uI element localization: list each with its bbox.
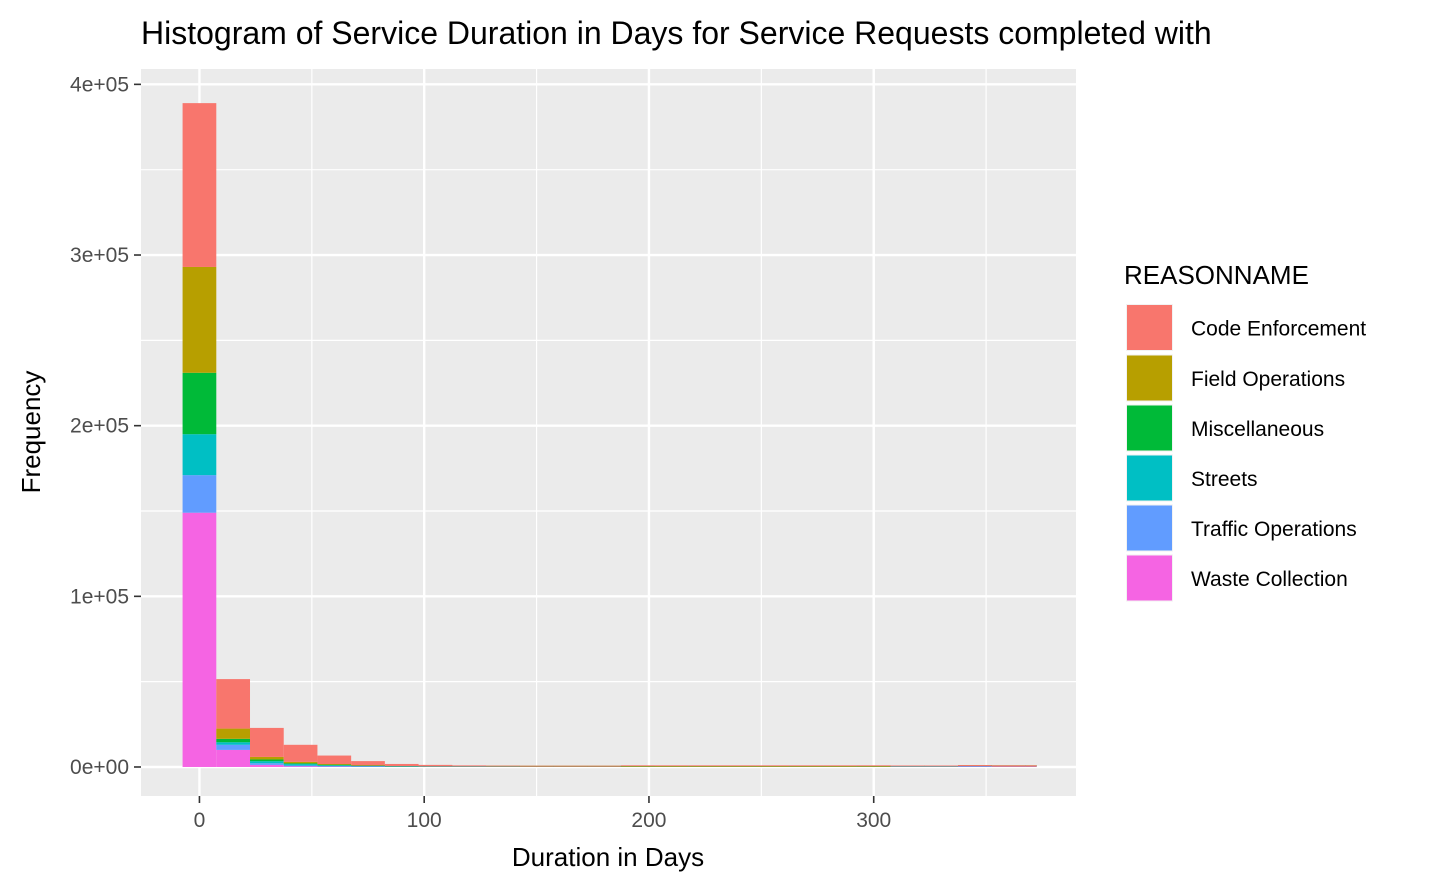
legend-label-traffic-operations: Traffic Operations [1191,518,1357,541]
legend-key-streets [1127,455,1172,501]
legend-label-streets: Streets [1191,468,1258,491]
bar-field-operations-bin-3 [283,761,318,764]
bar-field-operations-bin-14 [654,765,689,767]
bar-streets-bin-1 [216,742,251,745]
bar-traffic-operations-bin-4 [317,765,352,767]
bar-code-enforcement-bin-15 [688,765,723,767]
plot-panel [141,69,1076,796]
legend-key-traffic-operations [1127,505,1172,551]
bar-code-enforcement-bin-9 [486,765,520,767]
bar-code-enforcement-bin-20 [856,765,891,767]
x-tick-label-1: 100 [407,809,442,832]
bar-code-enforcement-bin-22 [924,765,959,767]
bar-code-enforcement-bin-19 [823,765,857,767]
bar-code-enforcement-bin-25 [1025,765,1037,767]
legend-items: Code Enforcement Field Operations Miscella… [1126,304,1366,602]
legend-label-code-enforcement: Code Enforcement [1191,318,1366,341]
bar-field-operations-bin-19 [823,765,857,767]
bar-traffic-operations-bin-1 [216,744,251,750]
legend-label-field-operations: Field Operations [1191,368,1345,391]
bar-code-enforcement-bin-8 [452,765,487,767]
minor-grid [141,69,1076,796]
legend-label-waste-collection: Waste Collection [1191,568,1348,591]
bar-code-enforcement-bin-1 [216,679,251,729]
bar-code-enforcement-bin-16 [722,765,756,767]
bar-field-operations-bin-17 [755,765,790,767]
bar-waste-collection-bin-24 [991,766,1026,767]
bar-code-enforcement-bin-12 [587,765,621,767]
legend-key-miscellaneous [1127,405,1172,451]
bar-miscellaneous-bin-2 [250,759,284,762]
bar-waste-collection-bin-0 [182,512,217,767]
y-tick-label-3: 3e+05 [70,244,129,267]
legend-key-field-operations [1127,355,1172,401]
bar-field-operations-bin-2 [250,756,284,760]
y-tick-label-4: 4e+05 [70,73,129,96]
x-tick-label-0: 0 [194,809,206,832]
bar-traffic-operations-bin-0 [182,475,217,513]
bar-streets-bin-5 [351,765,385,767]
bar-streets-bin-3 [283,764,318,766]
legend-key-code-enforcement [1127,305,1172,350]
x-tick-label-3: 300 [856,809,891,832]
bar-code-enforcement-bin-13 [620,765,655,767]
bar-field-operations-bin-13 [620,765,655,767]
bar-code-enforcement-bin-17 [755,765,790,767]
bar-code-enforcement-bin-5 [351,761,385,766]
y-tick-label-0: 0e+00 [70,756,129,779]
bar-streets-bin-0 [182,434,217,476]
bar-code-enforcement-bin-6 [384,763,419,766]
bar-code-enforcement-bin-7 [418,764,453,767]
bar-waste-collection-bin-3 [283,766,318,767]
bar-field-operations-bin-15 [688,765,723,767]
bar-field-operations-bin-4 [317,763,352,765]
chart-title: Histogram of Service Duration in Days fo… [141,15,1212,51]
bar-field-operations-bin-18 [789,765,824,767]
bar-code-enforcement-bin-18 [789,765,824,767]
y-tick-labels: 0e+00 1e+05 2e+05 3e+05 4e+05 [70,73,129,779]
bar-miscellaneous-bin-0 [182,372,217,435]
bar-waste-collection-bin-25 [1025,766,1037,767]
legend: REASONNAME Code Enforcement Field Operati… [1124,260,1366,602]
bar-miscellaneous-bin-3 [283,763,318,765]
bar-streets-bin-4 [317,765,352,767]
x-tick-label-2: 200 [631,809,666,832]
bar-code-enforcement-bin-11 [553,765,588,767]
bar-code-enforcement-bin-0 [182,103,217,267]
bar-waste-collection-bin-23 [958,766,992,767]
bar-miscellaneous-bin-4 [317,764,352,766]
bar-waste-collection-bin-2 [250,764,284,767]
y-tick-label-1: 1e+05 [70,585,129,608]
bar-traffic-operations-bin-2 [250,763,284,765]
bar-code-enforcement-bin-10 [519,765,554,767]
legend-key-waste-collection [1127,555,1172,601]
legend-title: REASONNAME [1124,260,1309,290]
bar-code-enforcement-bin-21 [890,765,925,767]
bar-code-enforcement-bin-4 [317,755,352,765]
x-tick-labels: 0 100 200 300 [194,809,892,832]
bar-code-enforcement-bin-24 [991,765,1026,767]
bar-field-operations-bin-0 [182,266,217,373]
legend-label-miscellaneous: Miscellaneous [1191,418,1324,441]
bar-waste-collection-bin-1 [216,749,251,767]
axis-ticks [134,83,875,803]
x-axis-title: Duration in Days [512,842,704,872]
bar-code-enforcement-bin-3 [283,744,318,762]
bar-code-enforcement-bin-14 [654,765,689,767]
bar-streets-bin-2 [250,761,284,764]
bar-field-operations-bin-1 [216,728,251,739]
bar-field-operations-bin-20 [856,765,891,767]
bar-traffic-operations-bin-3 [283,765,318,767]
bars [182,103,1037,767]
bar-code-enforcement-bin-2 [250,727,284,757]
y-tick-label-2: 2e+05 [70,415,129,438]
bar-code-enforcement-bin-23 [958,765,992,766]
bar-field-operations-bin-16 [722,765,756,767]
bar-miscellaneous-bin-1 [216,738,251,743]
y-axis-title: Frequency [16,371,46,494]
